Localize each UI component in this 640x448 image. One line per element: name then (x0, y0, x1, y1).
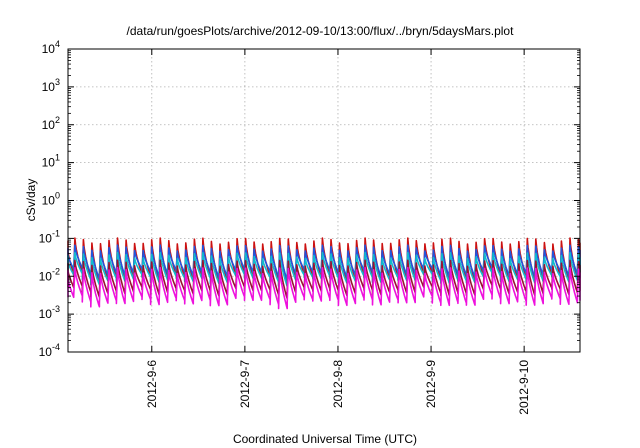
x-tick-label: 2012-9-8 (331, 360, 345, 408)
plot-area-frame (67, 48, 581, 353)
x-tick-label: 2012-9-10 (517, 360, 531, 415)
y-tick-label: 10-2 (39, 266, 60, 283)
y-tick-label: 101 (42, 153, 60, 170)
axes: 10-4 10-3 10-2 10-1 100 101 102 103 104 2012-9-6 2… (39, 39, 580, 415)
y-tick-label: 10-3 (39, 304, 60, 321)
x-tick-label: 2012-9-6 (145, 360, 159, 408)
chart-title: /data/run/goesPlots/archive/2012-09-10/1… (127, 24, 515, 38)
y-tick-label: 10-4 (39, 342, 60, 359)
x-tick-label: 2012-9-9 (424, 360, 438, 408)
x-tick-label: 2012-9-7 (238, 360, 252, 408)
x-axis-label: Coordinated Universal Time (UTC) (233, 432, 417, 446)
grid-lines (68, 49, 580, 352)
series-line-magenta (67, 266, 581, 310)
y-tick-label: 104 (42, 39, 60, 56)
y-tick-label: 103 (42, 77, 60, 94)
series-group (67, 237, 581, 310)
y-tick-label: 100 (42, 191, 60, 208)
y-axis-label: cSv/day (24, 179, 38, 222)
y-tick-label: 10-1 (39, 228, 60, 245)
y-tick-label: 102 (42, 115, 60, 132)
